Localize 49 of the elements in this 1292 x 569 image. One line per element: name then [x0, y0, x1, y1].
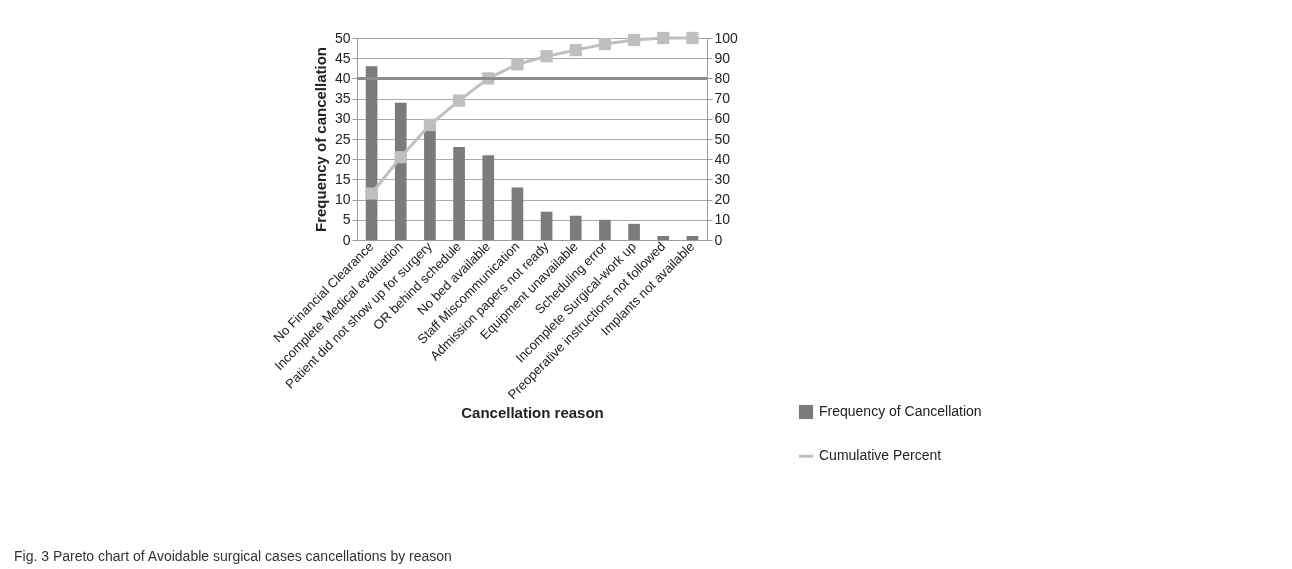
point [657, 31, 670, 45]
point [598, 37, 612, 51]
y2-tick-label: 20 [714, 191, 731, 208]
point [627, 33, 641, 47]
point [569, 44, 582, 57]
bar [424, 130, 436, 240]
y2-tick-label: 30 [714, 170, 731, 187]
y-axis-title: Frequency of cancellation [311, 46, 329, 233]
point [452, 94, 466, 107]
y2-tick-label: 70 [714, 90, 731, 107]
legend-label: Frequency of Cancellation [819, 403, 982, 419]
bar [686, 235, 699, 240]
point [365, 187, 378, 200]
y2-tick-label: 90 [714, 49, 731, 66]
y2-tick-label: 0 [714, 231, 723, 248]
bar [657, 235, 670, 240]
y2-tick-label: 60 [714, 110, 731, 127]
y-tick-label: 40 [334, 69, 351, 86]
bar [511, 187, 524, 240]
point [686, 31, 699, 45]
y-tick-label: 5 [342, 211, 351, 228]
point [423, 118, 437, 131]
bar [599, 219, 611, 240]
y2-tick-label: 100 [714, 29, 739, 46]
y-tick-label: 0 [342, 231, 351, 248]
bar [569, 215, 582, 240]
point [511, 58, 524, 71]
y-tick-label: 20 [334, 150, 351, 167]
x-axis-title: Cancellation reason [461, 404, 604, 422]
bar [628, 223, 640, 240]
y-tick-label: 35 [334, 90, 351, 107]
y-tick-label: 25 [334, 130, 351, 147]
legend-label: Cumulative Percent [819, 447, 942, 464]
bar [482, 155, 495, 240]
bar [394, 102, 407, 240]
bar [540, 211, 553, 240]
y2-tick-label: 80 [714, 69, 731, 86]
y-tick-label: 45 [334, 49, 351, 66]
y-tick-label: 10 [334, 191, 351, 208]
y2-tick-label: 50 [714, 130, 731, 147]
point [394, 151, 407, 164]
y2-tick-label: 10 [714, 211, 731, 228]
bar [453, 147, 465, 240]
y-tick-label: 15 [334, 170, 351, 187]
point [540, 50, 553, 63]
y-tick-label: 50 [334, 29, 351, 46]
y-tick-label: 30 [334, 110, 351, 127]
caption: Fig. 3 Pareto chart of Avoidable surgical cases cancellations by reason [14, 548, 452, 564]
y2-tick-label: 40 [714, 150, 731, 167]
